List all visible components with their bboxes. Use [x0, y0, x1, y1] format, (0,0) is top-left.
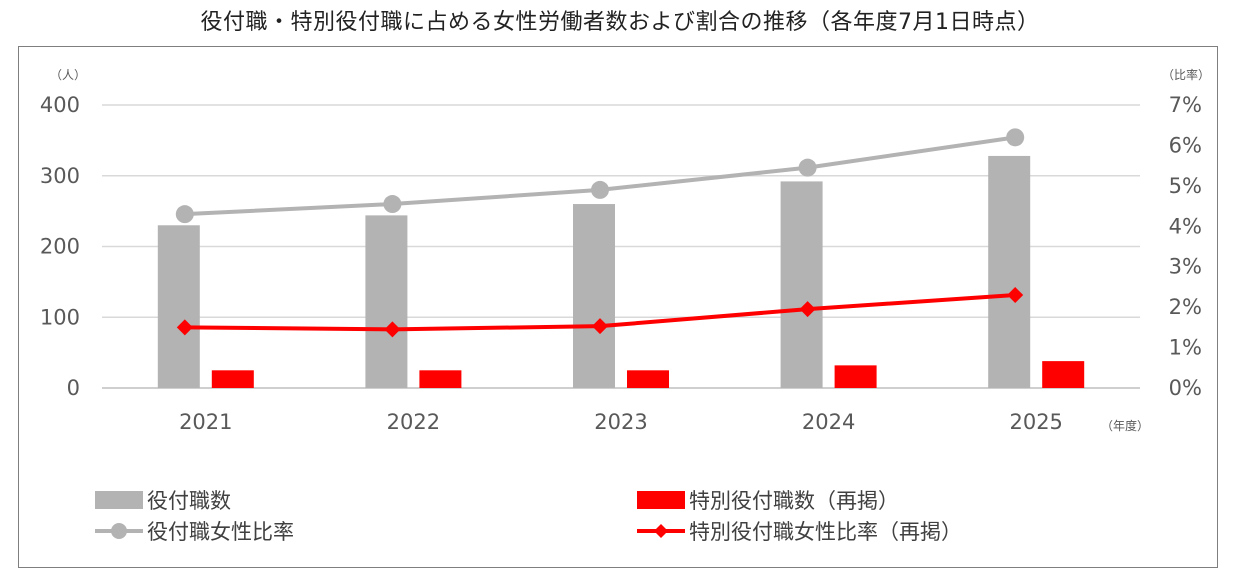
marker-circle	[383, 195, 402, 214]
bars	[157, 155, 1085, 388]
bar-yakutsuke	[573, 204, 615, 388]
y-right-tick-label: 4%	[1169, 214, 1202, 238]
legend-marker-circle	[111, 523, 127, 539]
x-tick-label: 2023	[594, 410, 647, 434]
bar-tokubetsu	[419, 370, 462, 388]
marker-diamond	[1007, 287, 1024, 304]
bar-tokubetsu	[211, 370, 254, 388]
y-right-tick-label: 6%	[1169, 133, 1202, 157]
x-tick-label: 2025	[1009, 410, 1062, 434]
y-right-unit-label: （比率）	[1162, 67, 1210, 82]
gridlines	[102, 104, 1140, 389]
y-right-tick-label: 5%	[1169, 174, 1202, 198]
y-right-tick-label: 0%	[1169, 376, 1202, 400]
chart-frame	[18, 46, 1218, 568]
legend-label: 役付職数	[147, 489, 231, 513]
legend-label: 特別役付職数（再掲）	[689, 489, 899, 513]
bar-tokubetsu	[834, 365, 877, 388]
y-left-tick-label: 400	[40, 93, 80, 117]
bar-yakutsuke	[157, 225, 200, 388]
bar-yakutsuke	[365, 215, 408, 388]
marker-circle	[591, 180, 609, 199]
axes: 0 100 200 300 400 0% 1% 2% 3% 4% 5% 6% 7% （人） （比率） （年度）…	[40, 67, 1210, 434]
marker-diamond	[384, 321, 401, 338]
legend-swatch-bar	[95, 491, 143, 509]
legend-label: 役付職女性比率	[147, 520, 294, 544]
chart-title: 役付職・特別役付職に占める女性労働者数および割合の推移（各年度7月1日時点）	[200, 10, 1040, 35]
bar-yakutsuke	[780, 181, 823, 388]
y-right-tick-label: 7%	[1169, 93, 1202, 117]
bar-yakutsuke	[988, 155, 1031, 388]
bar-tokubetsu	[627, 370, 669, 388]
x-tick-label: 2021	[179, 410, 232, 434]
y-right-tick-label: 2%	[1169, 295, 1202, 319]
x-unit-label: （年度）	[1101, 418, 1149, 433]
legend-swatch-bar	[637, 491, 685, 509]
y-left-tick-label: 100	[40, 305, 80, 329]
x-tick-label: 2024	[802, 410, 855, 434]
y-left-tick-label: 300	[40, 164, 80, 188]
legend-label: 特別役付職女性比率（再掲）	[689, 520, 962, 544]
legend-marker-diamond	[654, 524, 668, 538]
bar-tokubetsu	[1042, 361, 1085, 388]
y-right-tick-label: 1%	[1169, 336, 1202, 360]
y-left-unit-label: （人）	[50, 68, 86, 82]
marker-circle	[175, 205, 194, 224]
y-left-tick-label: 200	[40, 235, 80, 259]
marker-circle	[798, 158, 817, 177]
x-tick-label: 2022	[387, 410, 440, 434]
marker-diamond	[176, 319, 193, 336]
y-left-tick-label: 0	[67, 376, 80, 400]
y-right-tick-label: 3%	[1169, 255, 1202, 279]
marker-diamond	[592, 318, 608, 335]
marker-diamond	[799, 301, 816, 318]
marker-circle	[1006, 128, 1025, 147]
series-lines	[175, 128, 1025, 338]
legend: 役付職数 特別役付職数（再掲） 役付職女性比率 特別役付職女性比率（再掲）	[95, 489, 962, 544]
